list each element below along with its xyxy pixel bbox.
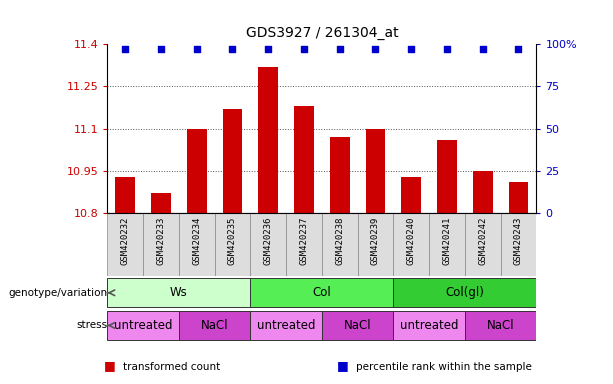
- Text: GSM420238: GSM420238: [335, 216, 345, 265]
- Bar: [115, 177, 135, 213]
- Bar: [143, 213, 179, 276]
- Bar: [223, 109, 242, 213]
- Text: untreated: untreated: [400, 319, 459, 332]
- Text: ■: ■: [337, 359, 349, 372]
- Text: percentile rank within the sample: percentile rank within the sample: [356, 362, 531, 372]
- Text: Col: Col: [313, 286, 331, 299]
- Text: untreated: untreated: [114, 319, 172, 332]
- Text: GSM420242: GSM420242: [478, 216, 487, 265]
- Bar: [357, 213, 394, 276]
- Bar: [509, 182, 528, 213]
- Point: [192, 46, 202, 52]
- Bar: [187, 129, 207, 213]
- Bar: [322, 213, 357, 276]
- Bar: [330, 137, 349, 213]
- Bar: [294, 106, 314, 213]
- Bar: [465, 213, 501, 276]
- Bar: [250, 278, 394, 308]
- Bar: [107, 278, 250, 308]
- Point: [442, 46, 452, 52]
- Text: GSM420237: GSM420237: [299, 216, 308, 265]
- Text: stress: stress: [77, 320, 108, 331]
- Bar: [394, 213, 429, 276]
- Bar: [394, 311, 465, 340]
- Text: GSM420236: GSM420236: [264, 216, 273, 265]
- Point: [335, 46, 345, 52]
- Text: GSM420232: GSM420232: [121, 216, 130, 265]
- Point: [156, 46, 166, 52]
- Bar: [322, 311, 394, 340]
- Point: [478, 46, 488, 52]
- Bar: [465, 311, 536, 340]
- Bar: [215, 213, 250, 276]
- Point: [120, 46, 130, 52]
- Text: GSM420239: GSM420239: [371, 216, 380, 265]
- Bar: [250, 213, 286, 276]
- Bar: [179, 311, 250, 340]
- Text: GSM420234: GSM420234: [192, 216, 201, 265]
- Text: NaCl: NaCl: [344, 319, 371, 332]
- Text: transformed count: transformed count: [123, 362, 220, 372]
- Text: GSM420240: GSM420240: [406, 216, 416, 265]
- Text: untreated: untreated: [257, 319, 315, 332]
- Text: NaCl: NaCl: [487, 319, 514, 332]
- Title: GDS3927 / 261304_at: GDS3927 / 261304_at: [246, 26, 398, 40]
- Text: GSM420235: GSM420235: [228, 216, 237, 265]
- Point: [406, 46, 416, 52]
- Text: NaCl: NaCl: [200, 319, 229, 332]
- Point: [514, 46, 524, 52]
- Bar: [151, 194, 171, 213]
- Text: Ws: Ws: [170, 286, 188, 299]
- Point: [299, 46, 309, 52]
- Bar: [365, 129, 386, 213]
- Text: GSM420241: GSM420241: [443, 216, 452, 265]
- Bar: [429, 213, 465, 276]
- Bar: [501, 213, 536, 276]
- Bar: [286, 213, 322, 276]
- Point: [227, 46, 237, 52]
- Text: ■: ■: [104, 359, 116, 372]
- Bar: [258, 67, 278, 213]
- Text: GSM420243: GSM420243: [514, 216, 523, 265]
- Bar: [402, 177, 421, 213]
- Bar: [437, 140, 457, 213]
- Bar: [473, 171, 493, 213]
- Point: [264, 46, 273, 52]
- Text: GSM420233: GSM420233: [156, 216, 166, 265]
- Bar: [179, 213, 215, 276]
- Point: [370, 46, 380, 52]
- Bar: [394, 278, 536, 308]
- Text: genotype/variation: genotype/variation: [9, 288, 108, 298]
- Text: Col(gl): Col(gl): [446, 286, 484, 299]
- Bar: [107, 213, 143, 276]
- Bar: [107, 311, 179, 340]
- Bar: [250, 311, 322, 340]
